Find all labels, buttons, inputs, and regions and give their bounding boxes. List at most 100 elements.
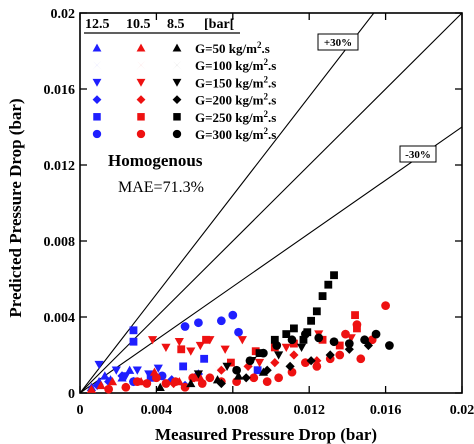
x-tick-label: 0.016 bbox=[370, 403, 402, 418]
legend-entry-label: G=200 kg/m2.s bbox=[195, 92, 276, 108]
data-point-10-5-circle bbox=[121, 382, 131, 392]
legend-marker-10-5-triangle-up bbox=[136, 43, 146, 52]
legend-marker-8-5-bowtie bbox=[172, 60, 182, 70]
legend-entry-label: G=100 kg/m2.s bbox=[195, 57, 276, 73]
data-point-10-5-diamond bbox=[289, 350, 299, 360]
legend-marker-12-5-bowtie bbox=[92, 60, 102, 70]
data-point-8-5-diamond bbox=[325, 350, 335, 360]
data-point-10-5-bowtie bbox=[184, 365, 194, 375]
data-point-8-5-triangle-up bbox=[258, 367, 268, 376]
data-point-8-5-triangle-down bbox=[274, 351, 284, 360]
data-point-10-5-square bbox=[177, 345, 186, 354]
data-point-12-5-triangle-down bbox=[153, 364, 163, 373]
model-name-label: Homogenous bbox=[108, 151, 203, 170]
data-point-12-5-triangle-up bbox=[125, 365, 135, 374]
legend-marker-8-5-triangle-up bbox=[172, 43, 182, 52]
data-point-8-5-square bbox=[290, 324, 298, 333]
data-point-8-5-square bbox=[299, 335, 308, 344]
data-point-10-5-circle bbox=[262, 377, 272, 386]
legend: 12.5 10.5 8.5 [bar[ G=50 kg/m2.sG=100 kg… bbox=[84, 17, 276, 142]
data-point-8-5-square bbox=[324, 280, 333, 289]
legend-header-10-5: 10.5 bbox=[126, 17, 151, 32]
data-point-10-5-triangle-down bbox=[147, 336, 158, 345]
data-point-12-5-circle bbox=[228, 310, 238, 320]
reference-lines bbox=[80, 13, 462, 393]
data-point-8-5-triangle-up bbox=[186, 378, 196, 388]
data-point-10-5-square bbox=[335, 341, 344, 350]
data-point-10-5-square bbox=[202, 335, 210, 344]
data-point-8-5-circle bbox=[272, 341, 282, 350]
y-tick-label: 0.008 bbox=[44, 235, 76, 250]
data-point-12-5-circle bbox=[180, 322, 190, 331]
data-point-10-5-triangle-down bbox=[254, 358, 265, 368]
lower-band-text: -30% bbox=[405, 149, 431, 161]
y-tick-label: 0.016 bbox=[44, 83, 76, 98]
legend-marker-12-5-triangle-up bbox=[92, 43, 102, 52]
legend-entry-label: G=250 kg/m2.s bbox=[195, 109, 276, 125]
data-point-10-5-circle bbox=[249, 373, 259, 383]
data-point-10-5-diamond bbox=[312, 356, 322, 366]
data-point-8-5-circle bbox=[329, 337, 339, 347]
data-point-12-5-square bbox=[179, 362, 188, 371]
y-tick-label: 0.02 bbox=[51, 7, 76, 22]
x-tick-label: 0.004 bbox=[141, 403, 173, 418]
legend-marker-10-5-diamond bbox=[136, 95, 146, 104]
data-point-10-5-triangle-down bbox=[161, 343, 171, 352]
data-point-8-5-circle bbox=[371, 329, 381, 339]
legend-marker-10-5-circle bbox=[136, 129, 146, 139]
y-axis-label: Predicted Pressure Drop (bar) bbox=[6, 98, 25, 317]
data-point-8-5-diamond bbox=[216, 378, 226, 389]
data-point-8-5-triangle-up bbox=[155, 382, 165, 391]
data-point-10-5-triangle-up bbox=[96, 380, 106, 390]
data-point-10-5-diamond bbox=[270, 358, 280, 368]
data-point-10-5-circle bbox=[335, 350, 345, 360]
data-point-12-5-circle bbox=[216, 316, 226, 326]
y-tick-label: 0.012 bbox=[44, 159, 76, 174]
legend-entry-label: G=300 kg/m2.s bbox=[195, 126, 276, 142]
data-point-8-5-bowtie bbox=[203, 373, 213, 383]
data-point-10-5-circle bbox=[341, 329, 350, 339]
data-point-10-5-circle bbox=[161, 379, 171, 388]
data-point-10-5-circle bbox=[104, 384, 114, 394]
data-point-8-5-bowtie bbox=[251, 365, 261, 375]
y-tick-label: 0.004 bbox=[44, 311, 76, 326]
data-point-10-5-circle bbox=[312, 362, 322, 371]
reference-line-parity bbox=[80, 13, 462, 393]
data-point-10-5-circle bbox=[171, 377, 180, 386]
legend-marker-12-5-square bbox=[93, 113, 101, 121]
legend-marker-8-5-square bbox=[173, 113, 181, 121]
legend-marker-8-5-circle bbox=[172, 129, 182, 139]
data-point-10-5-triangle-down bbox=[174, 338, 184, 347]
data-point-12-5-diamond bbox=[92, 380, 102, 390]
data-point-8-5-circle bbox=[258, 348, 268, 358]
upper-band-text: +30% bbox=[324, 37, 352, 49]
data-point-10-5-circle bbox=[352, 320, 362, 329]
x-axis-label: Measured Pressure Drop (bar) bbox=[155, 425, 377, 444]
data-point-12-5-triangle-up bbox=[100, 371, 110, 380]
mae-label: MAE=71.3% bbox=[118, 179, 204, 196]
data-point-10-5-circle bbox=[205, 373, 215, 383]
data-point-8-5-diamond bbox=[306, 356, 316, 366]
data-point-8-5-triangle-down bbox=[193, 370, 204, 379]
data-point-12-5-circle bbox=[234, 327, 243, 337]
data-point-12-5-square bbox=[253, 366, 262, 375]
y-tick-label: 0 bbox=[68, 387, 75, 402]
data-point-8-5-triangle-down bbox=[222, 362, 232, 371]
data-point-10-5-circle bbox=[132, 377, 142, 386]
data-point-10-5-triangle-down bbox=[195, 341, 205, 351]
data-point-12-5-square bbox=[200, 354, 209, 363]
data-point-10-5-circle bbox=[142, 379, 152, 388]
data-point-8-5-triangle-up bbox=[233, 371, 244, 380]
data-point-10-5-circle bbox=[152, 373, 161, 383]
upper-band-label: +30% bbox=[317, 33, 359, 51]
legend-entries: G=50 kg/m2.sG=100 kg/m2.sG=150 kg/m2.s G=… bbox=[92, 40, 276, 142]
data-point-8-5-circle bbox=[360, 335, 369, 345]
data-point-10-5-circle bbox=[197, 379, 207, 388]
data-point-8-5-square bbox=[282, 330, 291, 339]
legend-marker-10-5-square bbox=[137, 113, 145, 121]
legend-header-12-5: 12.5 bbox=[85, 17, 110, 32]
data-point-8-5-triangle-down bbox=[296, 343, 307, 352]
data-point-10-5-triangle-up bbox=[107, 377, 118, 386]
lower-band-label: -30% bbox=[399, 145, 437, 163]
